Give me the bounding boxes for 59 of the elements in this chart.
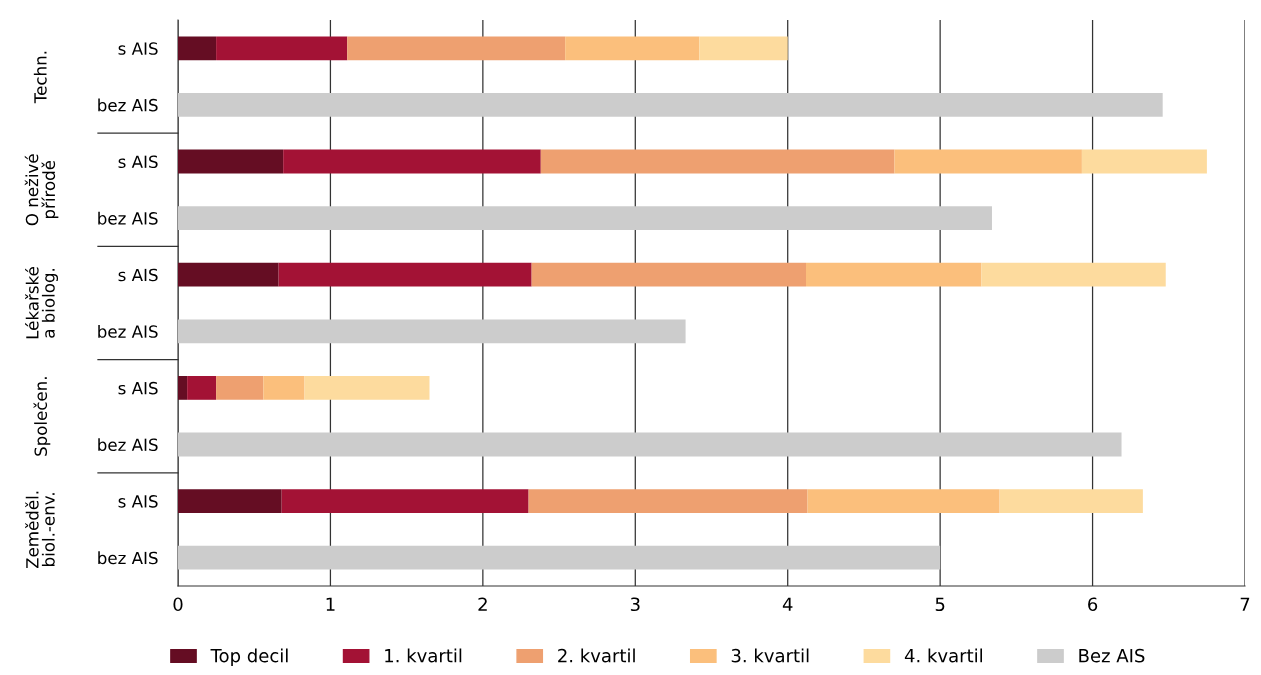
bar [178, 206, 992, 230]
bar [178, 36, 217, 61]
legend-label: 2. kvartil [558, 648, 635, 663]
y-tick-label: s AIS [118, 42, 158, 55]
y-tick-label: bez AIS [98, 324, 158, 338]
y-tick-label: bez AIS [98, 551, 158, 565]
text: Společen. [33, 377, 51, 456]
text: Zeměděl. biol.-env. [25, 491, 55, 569]
bar [263, 376, 305, 400]
bar [283, 149, 541, 174]
text: Lékařské a biolog. [25, 267, 59, 339]
x-tick-label: 4 [782, 597, 793, 611]
bar [281, 489, 529, 513]
bar [304, 376, 430, 400]
legend-label: Top decil [210, 648, 288, 666]
x-tick-label: 3 [630, 597, 640, 612]
x-tick-label: 6 [1088, 597, 1098, 612]
x-tick-label: 7 [1240, 597, 1250, 611]
y-tick-label: bez AIS [98, 438, 158, 452]
bar [565, 36, 700, 61]
legend-label: 1. kvartil [385, 648, 462, 663]
bar [216, 36, 348, 61]
bar [178, 376, 188, 400]
text: O neživé přírodě [24, 154, 59, 226]
bar [278, 262, 532, 287]
legend-label: 4. kvartil [904, 648, 983, 663]
text: Techn. [33, 51, 47, 104]
y-tick-label: bez AIS [98, 211, 158, 225]
legend-label: Bez AIS [1079, 648, 1145, 663]
bar [528, 489, 808, 513]
bar [531, 262, 807, 287]
bar [216, 376, 264, 400]
x-tick-label: 5 [935, 597, 945, 612]
bar [699, 36, 788, 61]
y-tick-label: s AIS [118, 495, 158, 508]
bar [187, 376, 217, 400]
bar [178, 149, 284, 174]
bar [178, 432, 1122, 457]
y-tick-label: s AIS [118, 381, 158, 395]
y-tick-label: s AIS [118, 155, 158, 169]
bar [807, 489, 1000, 513]
bar [178, 93, 1163, 117]
bar [1081, 149, 1207, 174]
x-tick-label: 2 [478, 597, 487, 611]
y-tick-label: bez AIS [98, 98, 158, 112]
bar [894, 149, 1082, 174]
bar [178, 319, 686, 344]
x-tick-label: 0 [173, 597, 183, 612]
bar [178, 545, 941, 570]
legend-label: 3. kvartil [731, 648, 809, 663]
bar [999, 489, 1143, 513]
y-tick-label: s AIS [118, 268, 158, 282]
bar [347, 36, 566, 61]
bar [178, 262, 279, 287]
bar [806, 262, 982, 287]
bar [981, 262, 1166, 287]
bar [540, 149, 895, 174]
x-tick-label: 1 [326, 597, 335, 611]
bar [178, 489, 282, 513]
